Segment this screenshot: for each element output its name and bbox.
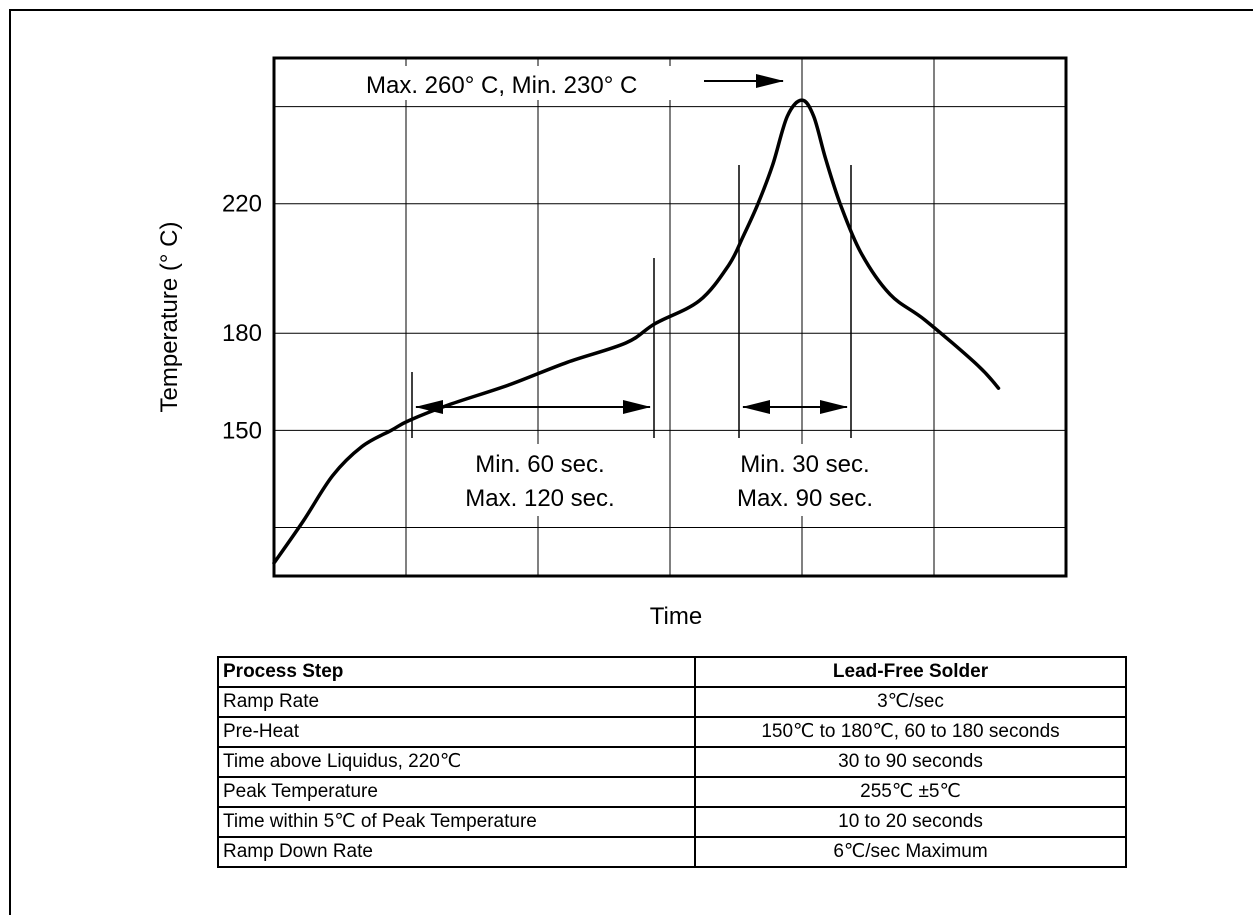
peak-annotation-label: Max. 260° C, Min. 230° C	[366, 72, 637, 99]
table-cell-step: Pre-Heat	[217, 716, 696, 748]
preheat-duration-label-line2: Max. 120 sec.	[465, 485, 614, 512]
table-cell-value: 10 to 20 seconds	[694, 806, 1127, 838]
table-cell-value: 150℃ to 180℃, 60 to 180 seconds	[694, 716, 1127, 748]
table-cell-value: 30 to 90 seconds	[694, 746, 1127, 778]
table-header-process-step: Process Step	[217, 656, 696, 688]
x-axis-title: Time	[650, 603, 702, 630]
preheat-label-background	[440, 444, 640, 516]
liquidus-duration-label-line1: Min. 30 sec.	[740, 451, 869, 478]
table-cell-step: Time within 5℃ of Peak Temperature	[217, 806, 696, 838]
table-row: Time above Liquidus, 220℃ 30 to 90 secon…	[217, 746, 1127, 778]
table-row: Ramp Down Rate 6℃/sec Maximum	[217, 836, 1127, 868]
table-row: Time within 5℃ of Peak Temperature 10 to…	[217, 806, 1127, 838]
liquidus-duration-label-line2: Max. 90 sec.	[737, 485, 873, 512]
liquidus-label-background	[706, 444, 906, 516]
reflow-profile-chart: Max. 260° C, Min. 230° C Min. 60 sec. Ma…	[156, 56, 1068, 630]
y-tick-label: 150	[222, 417, 262, 444]
y-axis-title: Temperature (° C)	[156, 222, 183, 413]
page-frame	[9, 9, 1253, 915]
table-row: Pre-Heat 150℃ to 180℃, 60 to 180 seconds	[217, 716, 1127, 748]
table-header-lead-free-solder: Lead-Free Solder	[694, 656, 1127, 688]
table-cell-value: 3℃/sec	[694, 686, 1127, 718]
table-header-row: Process Step Lead-Free Solder	[217, 656, 1127, 688]
y-tick-label: 220	[222, 191, 262, 218]
table-row: Ramp Rate 3℃/sec	[217, 686, 1127, 718]
table-cell-step: Ramp Down Rate	[217, 836, 696, 868]
table-row: Peak Temperature 255℃ ±5℃	[217, 776, 1127, 808]
plot-area-border	[272, 56, 1068, 578]
table-cell-step: Ramp Rate	[217, 686, 696, 718]
table-cell-value: 255℃ ±5℃	[694, 776, 1127, 808]
table-cell-step: Peak Temperature	[217, 776, 696, 808]
table-cell-value: 6℃/sec Maximum	[694, 836, 1127, 868]
y-tick-label: 180	[222, 320, 262, 347]
table-cell-step: Time above Liquidus, 220℃	[217, 746, 696, 778]
process-specs-table: Process Step Lead-Free Solder Ramp Rate …	[217, 656, 1127, 868]
preheat-duration-label-line1: Min. 60 sec.	[475, 451, 604, 478]
peak-label-background	[362, 66, 704, 100]
temperature-profile-line	[272, 98, 1001, 565]
